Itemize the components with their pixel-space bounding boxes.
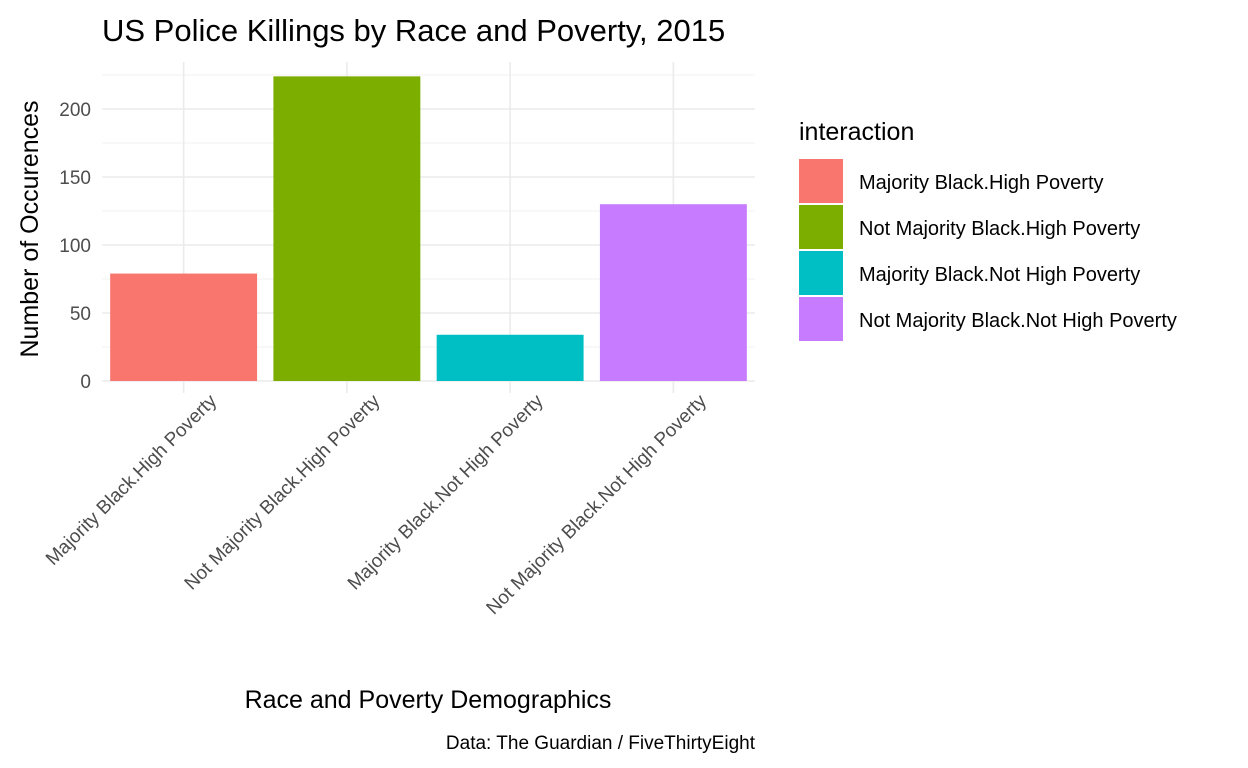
legend-key bbox=[799, 251, 843, 295]
y-tick-label: 100 bbox=[59, 236, 91, 257]
legend-label: Majority Black.Not High Poverty bbox=[859, 264, 1140, 286]
legend: interaction Majority Black.High Poverty N… bbox=[799, 118, 1177, 341]
bar bbox=[436, 334, 584, 381]
y-tick-label: 50 bbox=[70, 304, 91, 325]
y-tick-label: 0 bbox=[80, 372, 91, 393]
x-tick-label: Majority Black.Not High Poverty bbox=[344, 390, 548, 594]
bar bbox=[273, 76, 421, 382]
y-axis-title: Number of Occurences bbox=[16, 100, 44, 357]
legend-key bbox=[799, 205, 843, 249]
bars bbox=[110, 76, 747, 382]
x-tick-label: Majority Black.High Poverty bbox=[42, 390, 221, 569]
chart-title: US Police Killings by Race and Poverty, … bbox=[102, 13, 725, 48]
legend-label: Not Majority Black.Not High Poverty bbox=[859, 310, 1177, 332]
y-axis-ticks: 0 50 100 150 200 bbox=[59, 100, 91, 393]
legend-label: Not Majority Black.High Poverty bbox=[859, 218, 1140, 240]
y-tick-label: 150 bbox=[59, 168, 91, 189]
bar bbox=[599, 204, 747, 381]
chart-caption: Data: The Guardian / FiveThirtyEight bbox=[446, 733, 756, 754]
y-tick-label: 200 bbox=[59, 100, 91, 121]
x-tick-label: Not Majority Black.High Poverty bbox=[181, 390, 385, 594]
x-axis-title: Race and Poverty Demographics bbox=[245, 686, 612, 714]
legend-title: interaction bbox=[799, 118, 914, 146]
legend-key bbox=[799, 159, 843, 203]
legend-label: Majority Black.High Poverty bbox=[859, 172, 1104, 194]
bar bbox=[110, 273, 258, 381]
legend-key bbox=[799, 297, 843, 341]
